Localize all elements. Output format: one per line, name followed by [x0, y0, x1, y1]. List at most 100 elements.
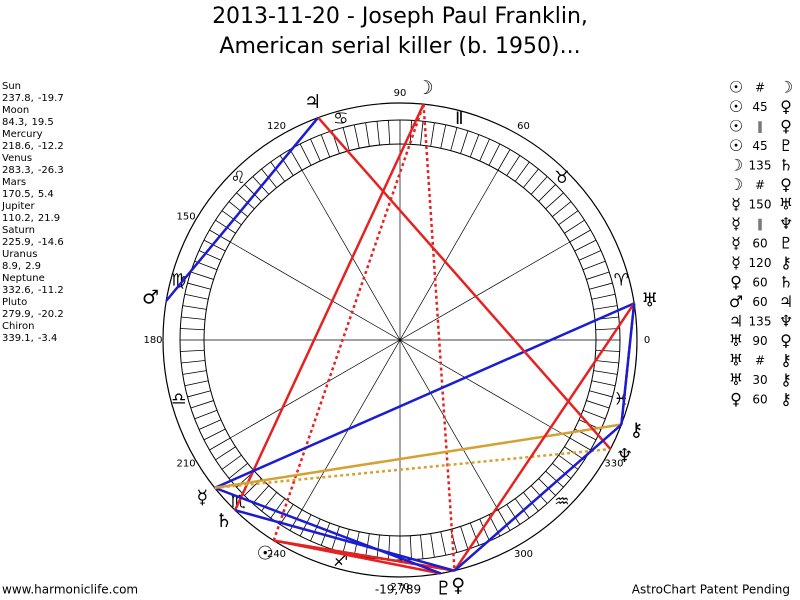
- planet-name: Uranus: [2, 249, 37, 260]
- aspect-planet: ♇: [779, 234, 793, 253]
- planet-latitude: 2.9: [25, 261, 41, 272]
- aspect-line: [422, 104, 456, 571]
- ring-tick: [342, 127, 350, 151]
- ring-tick: [430, 122, 435, 147]
- planet-longitude: 279.9,: [2, 309, 34, 320]
- aspect-planet: ♆: [779, 214, 793, 233]
- ring-tick: [552, 201, 572, 217]
- degree-label: 330: [604, 459, 623, 470]
- ring-tick: [228, 463, 248, 479]
- aspect-line: [272, 103, 425, 541]
- ring-tick: [460, 130, 469, 154]
- planet-latitude: 19.5: [31, 117, 53, 128]
- planet-name: Chiron: [2, 321, 34, 332]
- ring-tick: [252, 485, 270, 504]
- aspect-planet: ☉: [729, 117, 743, 136]
- ring-tick: [578, 250, 602, 261]
- degree-label: 210: [177, 459, 196, 470]
- sign-glyph: ♎: [171, 389, 186, 409]
- planet-coords: 225.9, -14.6: [2, 237, 64, 248]
- ring-tick: [591, 293, 616, 300]
- aspect-planet: ☿: [731, 253, 741, 272]
- ring-tick: [488, 143, 501, 166]
- planet-coords: 237.8, -19.7: [2, 93, 64, 104]
- ring-tick: [376, 121, 380, 146]
- ring-tick: [180, 328, 205, 331]
- planet-longitude: 170.5,: [2, 189, 34, 200]
- planet-coords: 279.9, -20.2: [2, 309, 64, 320]
- sign-glyph: ♋: [333, 109, 348, 129]
- ring-tick: [320, 134, 331, 158]
- ring-tick: [506, 155, 521, 176]
- ring-tick: [593, 370, 618, 375]
- aspect-planet: ♅: [779, 195, 793, 214]
- ring-tick: [184, 380, 209, 387]
- planet-name: Neptune: [2, 273, 45, 284]
- footer-left: www.harmoniclife.com: [2, 583, 138, 597]
- ring-tick: [181, 316, 206, 320]
- degree-label: 270: [390, 582, 409, 593]
- ring-tick: [310, 138, 321, 162]
- planet-coords: 339.1, -3.4: [2, 333, 57, 344]
- aspect-type: #: [755, 354, 765, 368]
- planet-glyph: ♆: [616, 445, 633, 467]
- ring-tick: [523, 168, 539, 188]
- ring-tick: [194, 409, 218, 420]
- ring-tick: [376, 534, 380, 559]
- planet-latitude: -19.7: [38, 93, 64, 104]
- ring-tick: [589, 282, 613, 290]
- ring-tick: [545, 470, 564, 488]
- aspect-planet: ♃: [779, 292, 793, 311]
- ring-tick: [523, 492, 539, 512]
- planet-longitude: 8.9,: [2, 261, 21, 272]
- ring-tick: [469, 134, 480, 158]
- ring-tick: [198, 250, 222, 261]
- degree-label: 0: [644, 335, 650, 346]
- aspect-planet: ☿: [731, 214, 741, 233]
- ring-tick: [514, 161, 530, 182]
- ring-tick: [409, 535, 412, 560]
- aspect-planet: ♀: [780, 331, 792, 350]
- ring-tick: [203, 428, 226, 441]
- ring-tick: [221, 210, 242, 226]
- planet-coords: 84.3, 19.5: [2, 117, 54, 128]
- ring-tick: [184, 293, 209, 300]
- ring-tick: [582, 260, 606, 271]
- aspect-planet: ♅: [729, 370, 743, 389]
- ring-tick: [228, 201, 248, 217]
- sign-glyph: ♌: [230, 168, 245, 188]
- ring-tick: [538, 184, 556, 202]
- ring-tick: [574, 239, 597, 252]
- aspect-type: 150: [749, 198, 772, 212]
- ring-tick: [215, 446, 236, 461]
- planet-latitude: -26.3: [38, 165, 64, 176]
- ring-tick: [564, 219, 585, 234]
- ring-tick: [388, 120, 391, 145]
- sign-glyph: ♓: [614, 389, 629, 409]
- ring-tick: [569, 437, 591, 451]
- ring-tick: [365, 122, 370, 147]
- wheel: 90600330300270240210180150120♈♉Ⅱ♋♌♍♎♏♐♒♓…: [142, 77, 659, 600]
- planet-glyph: ☿: [196, 486, 208, 508]
- ring-tick: [187, 390, 211, 398]
- ring-tick: [460, 526, 469, 550]
- planet-longitude: 339.1,: [2, 333, 34, 344]
- planet-name: Mars: [2, 177, 26, 188]
- aspect-type: 135: [749, 159, 772, 173]
- ring-tick: [497, 509, 511, 531]
- aspect-planet: ⚷: [780, 253, 792, 272]
- planet-glyph: ☉: [257, 543, 274, 565]
- planet-longitude: 225.9,: [2, 237, 34, 248]
- aspect-type: ∥: [757, 217, 763, 231]
- ring-tick: [420, 121, 424, 146]
- planet-latitude: -3.4: [38, 333, 58, 344]
- aspect-type: 60: [752, 276, 767, 290]
- aspect-planet: ♅: [729, 331, 743, 350]
- ring-tick: [244, 184, 262, 202]
- aspect-planet: ♃: [729, 312, 743, 331]
- ring-tick: [586, 271, 610, 280]
- ring-tick: [203, 239, 226, 252]
- aspect-type: #: [755, 178, 765, 192]
